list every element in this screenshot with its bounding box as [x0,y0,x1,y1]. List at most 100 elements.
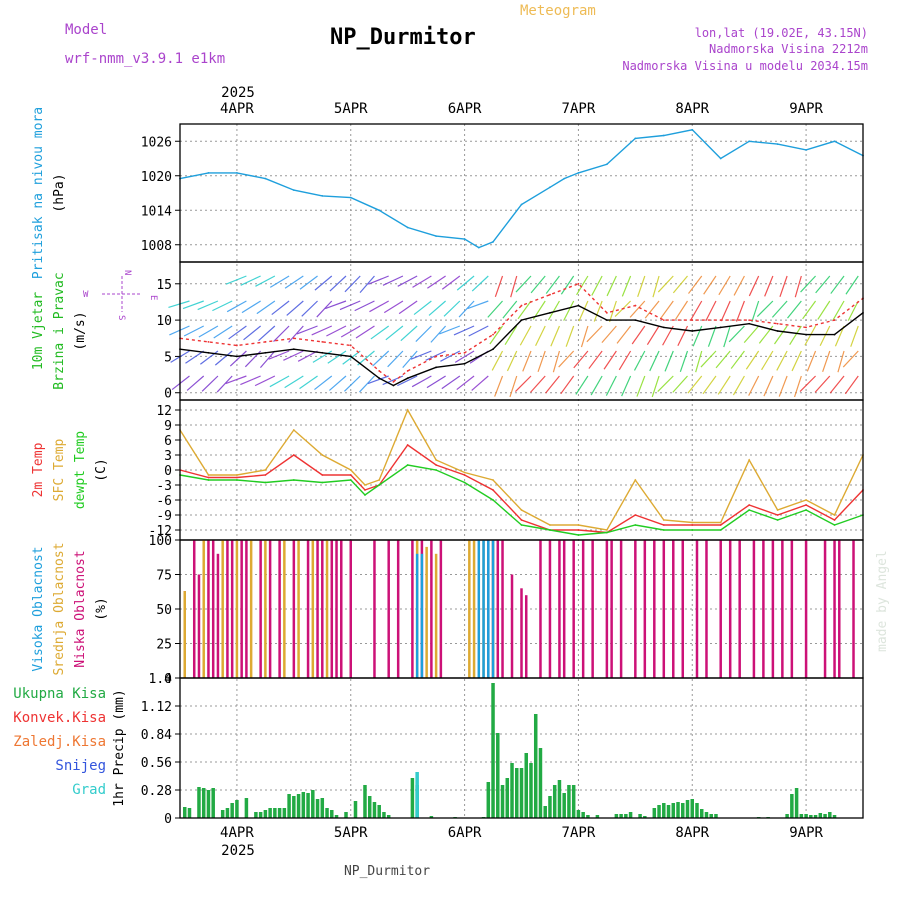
point [292,348,295,351]
y-tick-label: -3 [156,479,172,494]
wind-barb [297,350,318,362]
wind-barb [730,350,745,369]
wind-barb [256,300,276,315]
wind-barb [456,375,475,391]
y-axis-label: Brzina i Pravac [52,272,67,389]
point [321,351,324,354]
bar [225,808,230,818]
point [435,355,438,358]
wind-barb [791,350,802,372]
point [662,326,665,329]
bar [491,683,495,818]
bar [263,810,268,818]
y-axis-label: SFC Temp [52,439,67,502]
point [577,304,580,307]
point [520,524,523,526]
axis-labels: 4APR 4APR 5APR 5APR 6APR 6APR 7APR 7APR 8APR 8APR… [13,101,823,841]
wind-barb [530,275,546,294]
wind-barb [286,300,304,316]
wind-barb [494,275,504,297]
bar [781,540,784,678]
series-pressure-pritisak-na-nivou-mora [179,128,864,249]
wind-barb [718,275,731,296]
wind-barb [327,350,347,364]
bar [211,540,215,678]
point [605,529,608,531]
bar [353,801,358,818]
wind-barb [799,375,816,392]
y-tick-label: 0 [164,387,172,402]
bar [330,540,334,678]
wind-barb [616,325,632,344]
bar [282,808,287,818]
point [719,529,722,531]
bar [477,540,481,678]
wind-barb [397,375,418,387]
bar [373,540,376,678]
bar [434,553,438,678]
wind-barb [637,275,646,297]
panel-pressure [175,123,864,263]
wind-barb [662,325,674,346]
wind-barb [443,300,461,317]
wind-barb [743,325,760,343]
bar [510,574,514,678]
point [207,476,210,479]
point [364,489,366,491]
point [549,311,551,314]
wind-barb [605,375,617,396]
bar [638,814,642,818]
wind-barb [819,325,831,347]
wind-barb [586,325,603,343]
date-label-top: 4APR [220,101,254,117]
y-tick-label: 1.12 [141,700,172,715]
wind-barbs [168,275,859,398]
date-label-top: 9APR [789,101,823,117]
bar [728,540,732,678]
wind-barb [815,275,831,294]
wind-barb [537,350,546,372]
point [292,429,295,431]
wind-barb [243,325,262,341]
year-bottom: 2025 [221,843,255,859]
wind-barb [751,300,760,323]
wind-barb [601,325,617,343]
bar [382,812,386,818]
bar [334,815,339,818]
bar [804,814,808,818]
bar [486,782,491,818]
date-label-bottom: 7APR [562,825,596,841]
bar [624,814,628,818]
wind-barb [618,350,632,371]
bar [268,808,272,818]
point [378,377,381,380]
y-axis-label: Visoka Oblacnost [31,546,46,671]
wind-barb [502,300,518,319]
wind-barb [675,300,689,320]
bar [762,540,765,678]
wind-barb [241,300,261,314]
wind-barb [412,275,432,288]
wind-barb [787,300,802,319]
point [748,140,751,143]
wind-barb [383,300,404,314]
wind-barb [590,375,603,396]
bar [325,540,329,678]
point [321,454,324,456]
bar [671,803,676,818]
wind-barb [185,350,205,364]
bar [183,591,186,678]
point [577,534,580,536]
wind-barb [692,325,703,347]
point [392,384,395,387]
point [463,362,466,365]
wind-barb [372,350,390,367]
point [719,319,722,322]
panel-clouds [175,539,864,679]
point [435,235,438,238]
bar [259,540,262,678]
bar [519,768,524,818]
y-tick-label: 10 [156,314,172,329]
point [662,519,665,521]
